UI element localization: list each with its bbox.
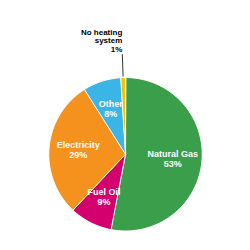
svg-text:No heatingsystem1%: No heatingsystem1% [81,28,122,55]
svg-text:Electricity29%: Electricity29% [57,140,100,160]
svg-text:Natural Gas53%: Natural Gas53% [148,149,199,169]
svg-text:Fuel Oil9%: Fuel Oil9% [87,187,120,207]
svg-text:Other8%: Other8% [99,99,124,119]
